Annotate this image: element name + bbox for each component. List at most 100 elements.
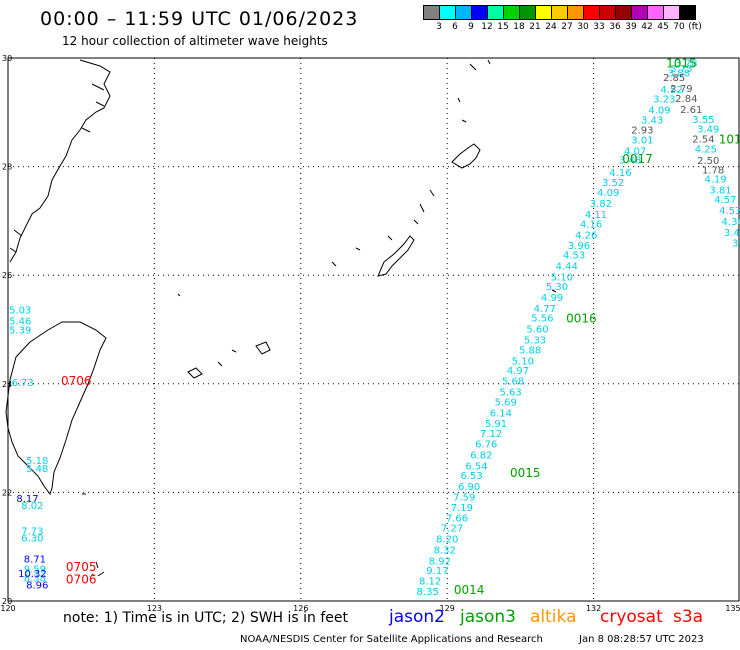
- swh-value: 5.56: [531, 314, 553, 325]
- swh-value: 5.30: [546, 282, 568, 293]
- ryukyu-islets: [331, 189, 435, 267]
- legend-s3a: s3a: [673, 607, 703, 627]
- legend-s3a-label: s3a: [673, 607, 704, 627]
- swh-value: 4.36: [722, 217, 740, 228]
- swh-value: 7.59: [453, 493, 475, 504]
- pass-time-label: 0014: [454, 583, 485, 597]
- swh-value: 5.63: [500, 387, 522, 398]
- swh-value: 2.85: [663, 73, 685, 84]
- lon-tick-label: 135: [725, 604, 740, 613]
- map-grid: [7, 57, 740, 602]
- swh-value: 5.33: [524, 335, 546, 346]
- swh-value: 2.79: [670, 84, 692, 95]
- color-scale-label: 42: [641, 22, 653, 32]
- swh-value: 3.23: [653, 95, 675, 106]
- pass-time-label: 0016: [566, 312, 597, 326]
- swh-value: 8.71: [24, 555, 46, 566]
- lat-tick-label: 26: [2, 271, 12, 280]
- color-scale-label: 15: [497, 22, 509, 32]
- lon-tick-label: 129: [440, 604, 455, 613]
- pass-time-label: 101: [719, 132, 740, 146]
- swh-value: 5.10: [512, 356, 534, 367]
- swh-value: 7.27: [441, 524, 463, 535]
- map-frame: [7, 57, 740, 602]
- swh-value: 5.60: [526, 324, 548, 335]
- wave-height-color-scale: [423, 5, 696, 20]
- timestamp-text: Jan 8 08:28:57 UTC 2023: [579, 634, 704, 645]
- swh-value: 8.20: [436, 535, 458, 546]
- swh-value: 8.17: [16, 494, 38, 505]
- swh-value: 4.53: [563, 251, 585, 262]
- swh-value: 6.82: [470, 450, 492, 461]
- color-scale-label: 6: [452, 22, 458, 32]
- swh-value: 4.99: [541, 293, 563, 304]
- swh-value: 5.68: [502, 377, 524, 388]
- swh-value: 6.30: [21, 533, 43, 544]
- swh-value: 6.73: [12, 378, 34, 389]
- swh-value: 6.90: [458, 482, 480, 493]
- legend-jason3-label: jason3: [460, 607, 516, 627]
- swh-value: 8.32: [434, 545, 456, 556]
- color-scale-label: 9: [468, 22, 474, 32]
- swh-value: 4.19: [704, 175, 726, 186]
- color-scale-label: 18: [513, 22, 525, 32]
- color-scale-label: 12: [481, 22, 493, 32]
- lon-tick-label: 123: [147, 604, 162, 613]
- swh-value: 5.03: [9, 305, 31, 316]
- swh-value: 7.66: [446, 513, 468, 524]
- swh-value: 3.01: [631, 135, 653, 146]
- swh-value: 4.77: [534, 304, 556, 315]
- swh-value: 3.47: [724, 228, 740, 239]
- pass-time-label: 0015: [510, 466, 541, 480]
- swh-value: 8.35: [417, 587, 439, 598]
- legend-altika: altika: [530, 607, 577, 627]
- swh-value: 2.54: [692, 134, 714, 145]
- swh-value: 3.48: [619, 156, 641, 167]
- swh-value: 5.88: [519, 346, 541, 357]
- swh-value: 5.18: [26, 456, 48, 467]
- pass-time-label: 1015: [666, 56, 697, 70]
- swh-value: 6.53: [460, 471, 482, 482]
- swh-value: 10.32: [18, 569, 47, 580]
- ishigaki-miyako: [187, 341, 271, 379]
- swh-value: 6.54: [465, 461, 487, 472]
- legend-jason2: jason2: [389, 607, 445, 627]
- swh-value: 4.11: [585, 210, 607, 221]
- swh-value: 7.19: [451, 503, 473, 514]
- color-scale-label: 30: [577, 22, 589, 32]
- swh-value: 2.93: [631, 126, 653, 137]
- legend-jason2-label: jason2: [389, 607, 445, 627]
- swh-value: 4.57: [714, 195, 736, 206]
- batan-islets: [91, 561, 105, 577]
- legend-cryosat-label: cryosat: [600, 607, 663, 627]
- swh-value: 9.17: [426, 566, 448, 577]
- swh-value: 5.46: [9, 316, 31, 327]
- swh-value: 2.50: [697, 156, 719, 167]
- swh-value: 4.52: [661, 85, 683, 96]
- color-scale-label: 21: [529, 22, 541, 32]
- swh-value: 3.88: [668, 69, 690, 80]
- swh-value: 3.82: [590, 199, 612, 210]
- swh-value: 2.84: [675, 94, 697, 105]
- color-scale-label: 3: [436, 22, 442, 32]
- swh-value: 5.10: [551, 272, 573, 283]
- swh-value: 4.53: [719, 206, 740, 217]
- color-scale-label: 27: [561, 22, 573, 32]
- daito-islets: [82, 289, 557, 495]
- coastlines: [5, 59, 557, 577]
- swh-value: 8.96: [26, 581, 48, 592]
- color-scale-label: 39: [625, 22, 637, 32]
- lat-tick-label: 30: [2, 54, 12, 63]
- swh-value: 3.75: [670, 64, 692, 75]
- swh-value: 4.07: [624, 146, 646, 157]
- kyushu-coastline: [9, 59, 111, 263]
- swh-value: 1.78: [702, 165, 724, 176]
- color-scale-labels: 3 6 9 12 15 18 21 24 27 30 33 36 39 42 45 70 (ft): [423, 22, 740, 34]
- swh-value: 3.78: [675, 58, 697, 69]
- swh-value: 8.38: [24, 574, 46, 585]
- color-swatch: [679, 5, 696, 20]
- swh-value: 3.81: [709, 185, 731, 196]
- swh-value: 4.97: [507, 366, 529, 377]
- page-title: 00:00 – 11:59 UTC 01/06/2023: [40, 8, 359, 30]
